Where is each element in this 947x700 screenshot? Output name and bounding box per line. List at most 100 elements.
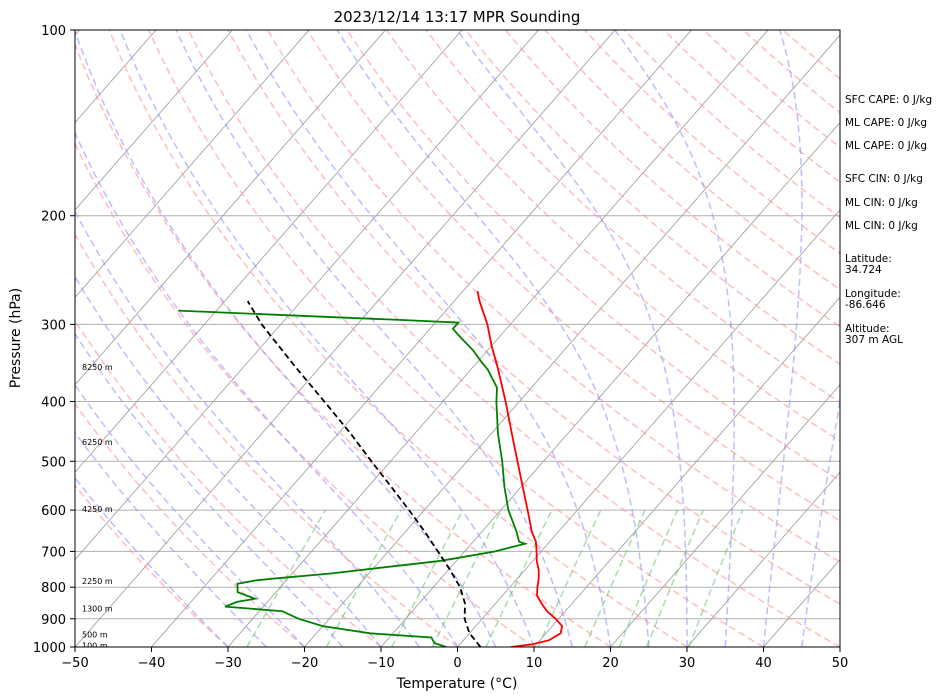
mixing-ratio-line: [431, 509, 502, 647]
isotherm-line: [75, 30, 386, 386]
isotherm-line: [151, 30, 692, 647]
moist-adiabat-line: [75, 383, 306, 647]
stat-text: ML CAPE: 0 J/kg: [845, 140, 927, 152]
moist-adiabat-line: [75, 210, 420, 647]
moist-adiabat-line: [336, 30, 650, 647]
moist-adiabat-line: [456, 30, 688, 647]
isotherm-line: [75, 30, 463, 473]
height-label: 8250 m: [82, 363, 113, 372]
height-label: 2250 m: [82, 577, 113, 586]
height-label: 500 m: [82, 631, 108, 640]
stat-text: Longitude: -86.646: [845, 288, 901, 311]
moist-adiabat-line: [245, 30, 612, 647]
mixing-ratio-line: [485, 509, 553, 647]
moist-adiabat-line: [75, 332, 344, 647]
isotherm-line: [686, 471, 840, 647]
dry-adiabat-line: [187, 30, 840, 647]
mixing-ratio-line: [246, 509, 327, 647]
moist-adiabat-line: [175, 30, 574, 647]
mixing-ratio-line: [688, 509, 744, 647]
isotherm-line: [533, 296, 840, 647]
y-tick-label: 300: [41, 318, 66, 333]
stat-text: SFC CIN: 0 J/kg: [845, 173, 923, 185]
dry-adiabat-line: [75, 319, 382, 647]
dry-adiabat-line: [75, 141, 535, 647]
y-tick-label: 100: [41, 24, 66, 39]
moist-adiabat-line: [75, 131, 459, 647]
y-tick-label: 600: [41, 504, 66, 519]
height-label: 4250 m: [82, 505, 113, 514]
y-tick-label: 900: [41, 613, 66, 628]
y-axis-title: Pressure (hPa): [8, 288, 24, 388]
parcel-profile-line: [246, 300, 482, 647]
dry-adiabat-line: [385, 30, 840, 442]
x-tick-label: 20: [602, 656, 619, 671]
temperature-profile-line: [476, 290, 564, 647]
x-tick-label: 50: [832, 656, 849, 671]
dry-adiabat-line: [75, 232, 458, 647]
x-tick-label: 40: [755, 656, 772, 671]
isotherm-line: [227, 30, 769, 647]
x-tick-label: −40: [138, 656, 165, 671]
moist-adiabat-line: [614, 30, 735, 647]
isotherm-line: [610, 384, 840, 647]
moist-adiabat-line: [75, 476, 229, 647]
isotherm-line: [75, 30, 233, 211]
moist-adiabat-line: [762, 30, 803, 647]
dry-adiabat-line: [75, 42, 611, 647]
dry-adiabat-line: [266, 30, 840, 563]
axes: −50 −40 −30 −20 −10 0 10 20 30 40 50 1000 900 800 700 6…: [33, 24, 848, 671]
y-tick-label: 500: [41, 455, 66, 470]
stat-text: SFC CAPE: 0 J/kg: [845, 94, 932, 106]
height-label: 6250 m: [82, 438, 113, 447]
dry-adiabat-line: [75, 402, 305, 647]
x-tick-label: 10: [526, 656, 543, 671]
dry-adiabat-line: [75, 484, 229, 647]
mixing-ratio-line: [645, 509, 704, 647]
isotherm-line: [457, 209, 840, 647]
isotherm-line: [75, 30, 310, 298]
mixing-ratio-line: [537, 509, 602, 647]
stats-panel: SFC CAPE: 0 J/kg ML CAPE: 0 J/kg ML CAPE: …: [845, 94, 932, 346]
isotherm-line: [75, 30, 616, 647]
stat-text: Latitude: 34.724: [845, 253, 892, 276]
dewpoint-profile-line: [178, 309, 529, 647]
y-tick-label: 400: [41, 395, 66, 410]
x-tick-label: −20: [291, 656, 318, 671]
x-tick-label: −30: [214, 656, 241, 671]
moist-adiabat-line: [75, 30, 497, 647]
dry-adiabat-line: [306, 30, 840, 522]
stat-text: Altitude: 307 m AGL: [845, 323, 903, 346]
mixing-ratio-line: [391, 509, 464, 647]
isotherm-line: [380, 121, 840, 647]
dry-adiabat-line: [227, 30, 840, 605]
moist-adiabat-line: [119, 30, 535, 647]
x-tick-label: 0: [453, 656, 461, 671]
dry-adiabat-line: [148, 30, 764, 647]
chart-title: 2023/12/14 13:17 MPR Sounding: [334, 8, 581, 26]
dry-adiabat-line: [108, 30, 688, 647]
y-tick-label: 700: [41, 545, 66, 560]
isotherm-line: [304, 34, 840, 647]
height-label: 100 m: [82, 641, 108, 650]
mixing-ratio-line: [618, 509, 679, 647]
isotherm-line: [0, 30, 3, 647]
x-tick-label: 30: [679, 656, 696, 671]
moist-adiabat-line: [75, 275, 382, 647]
y-tick-label: 1000: [33, 641, 66, 656]
x-tick-label: −50: [61, 656, 88, 671]
stat-text: ML CIN: 0 J/kg: [845, 197, 918, 209]
stat-text: ML CIN: 0 J/kg: [845, 220, 918, 232]
dry-adiabat-line: [346, 30, 840, 482]
isotherm-line: [75, 30, 539, 561]
stat-text: ML CAPE: 0 J/kg: [845, 117, 927, 129]
mixing-ratio-line: [325, 509, 402, 647]
height-label: 1300 m: [82, 604, 113, 613]
y-tick-label: 800: [41, 581, 66, 596]
x-axis-title: Temperature (°C): [396, 676, 518, 692]
x-tick-label: −10: [367, 656, 394, 671]
moist-adiabat-line: [75, 431, 267, 647]
y-tick-label: 200: [41, 210, 66, 225]
